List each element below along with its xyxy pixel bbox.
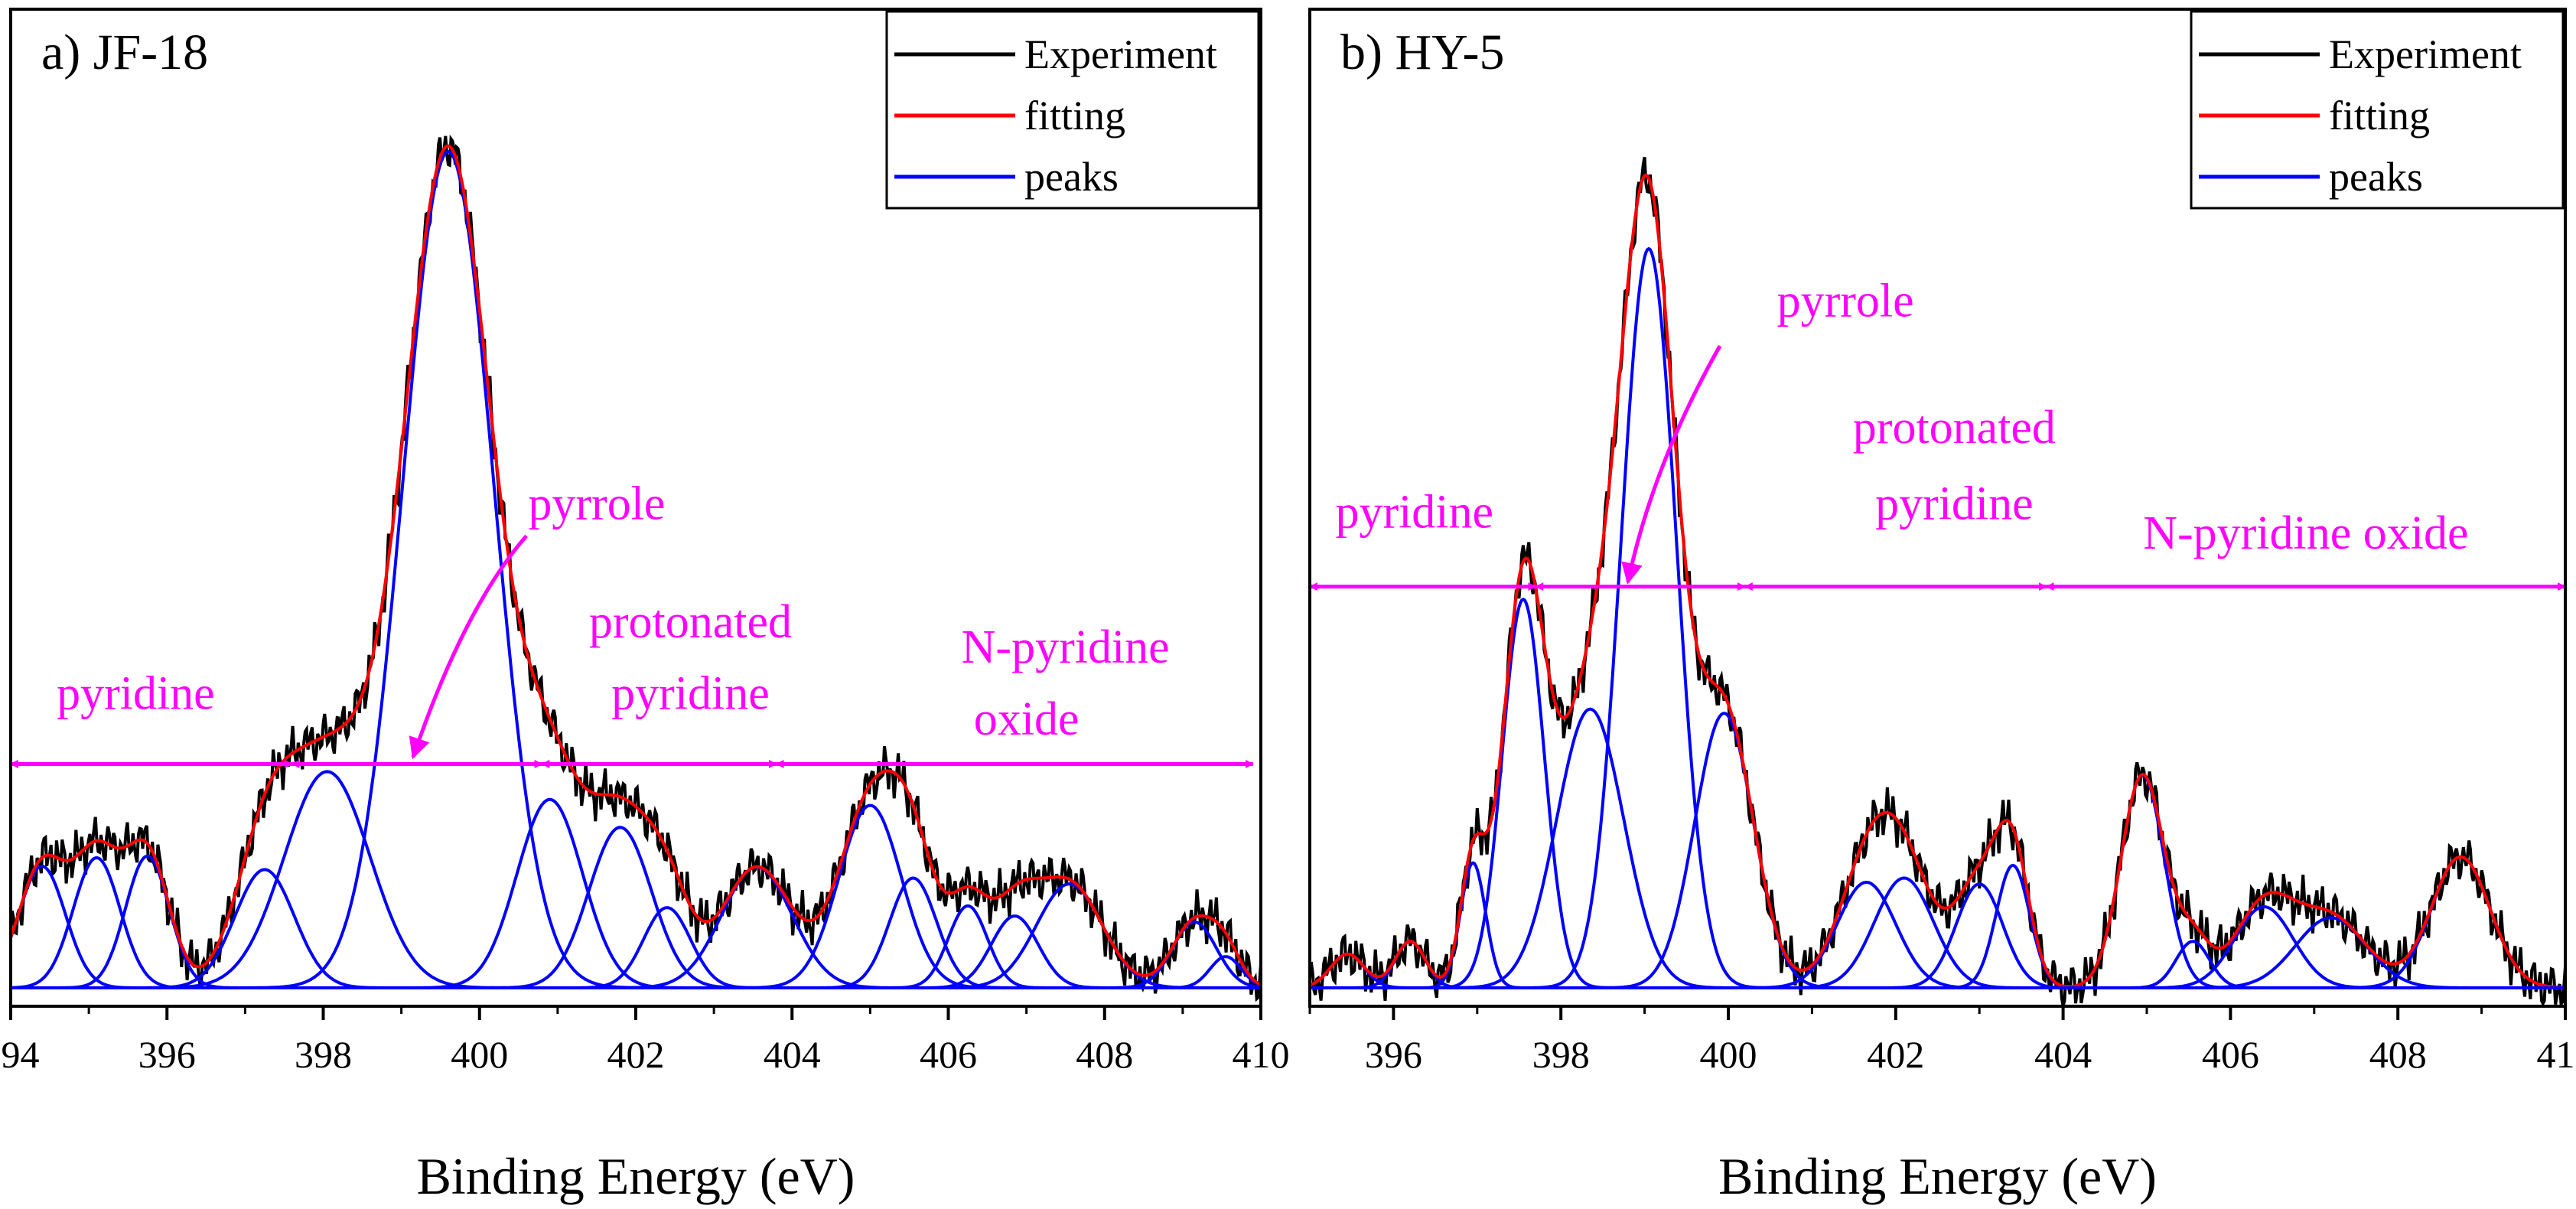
- x-tick-label: 402: [1867, 1033, 1924, 1076]
- x-tick-label: 410: [2537, 1033, 2576, 1076]
- x-tick-label: 402: [607, 1033, 665, 1076]
- plot-area: [11, 134, 1261, 1002]
- pyrrole-arrow: [1621, 344, 1722, 585]
- region-label: N-pyridine: [962, 621, 1170, 673]
- x-tick-label: 400: [451, 1033, 508, 1076]
- legend-label: peaks: [1024, 154, 1119, 200]
- legend: Experiment fitting peaks: [2190, 10, 2565, 210]
- peak-line: [1310, 712, 2565, 989]
- x-tick-label: 406: [920, 1033, 977, 1076]
- panel-label: b) HY-5: [1340, 24, 1504, 80]
- region-label: pyridine: [1335, 486, 1493, 538]
- legend-label: Experiment: [1024, 31, 1217, 77]
- region-label: pyrrole: [528, 477, 665, 530]
- x-tick-label: 408: [2369, 1033, 2427, 1076]
- fitting-line: [1310, 173, 2565, 989]
- experiment-line: [11, 134, 1261, 1002]
- legend-label: fitting: [1024, 93, 1125, 138]
- region-label: protonated: [589, 596, 792, 648]
- x-tick-label: 406: [2202, 1033, 2259, 1076]
- region-label: N-pyridine oxide: [2143, 507, 2468, 559]
- legend-label: Experiment: [2329, 31, 2522, 77]
- fitting-line: [11, 144, 1261, 986]
- x-tick-label: 404: [2034, 1033, 2092, 1076]
- experiment-line: [1310, 157, 2565, 1006]
- region-label: pyrrole: [1777, 275, 1914, 327]
- region-label: oxide: [974, 693, 1080, 745]
- panel-label: a) JF-18: [41, 24, 208, 80]
- chart-panel-a: pyridine pyrrole protonated pyridine N-pyrid…: [0, 8, 1290, 1205]
- plot-area: [1310, 157, 2565, 1006]
- x-tick-label: 410: [1233, 1033, 1290, 1076]
- legend-label: peaks: [2329, 154, 2423, 200]
- region-label: pyridine: [57, 668, 215, 720]
- pyrrole-arrow: [409, 534, 528, 760]
- peak-line: [1310, 707, 2565, 989]
- peak-line: [11, 149, 1261, 989]
- x-tick-label: 396: [1365, 1033, 1422, 1076]
- x-tick-label: 394: [0, 1033, 40, 1076]
- x-tick-label: 398: [1532, 1033, 1590, 1076]
- region-label: pyridine: [1875, 477, 2034, 530]
- x-tick-label: 396: [138, 1033, 196, 1076]
- region-label: protonated: [1853, 402, 2056, 454]
- peak-line: [1310, 246, 2565, 989]
- x-axis-title: Binding Energy (eV): [1718, 1147, 2157, 1205]
- x-axis-title: Binding Energy (eV): [417, 1147, 855, 1205]
- x-tick-label: 400: [1700, 1033, 1757, 1076]
- x-tick-label: 408: [1076, 1033, 1133, 1076]
- x-tick-label: 398: [295, 1033, 352, 1076]
- chart-panel-b: pyridine pyrrole protonated pyridine N-pyrid…: [1308, 8, 2576, 1205]
- plot-frame: [1308, 8, 2567, 1008]
- legend-label: fitting: [2329, 93, 2430, 138]
- region-label: pyridine: [611, 668, 770, 720]
- x-tick-label: 404: [764, 1033, 821, 1076]
- legend: Experiment fitting peaks: [885, 10, 1260, 210]
